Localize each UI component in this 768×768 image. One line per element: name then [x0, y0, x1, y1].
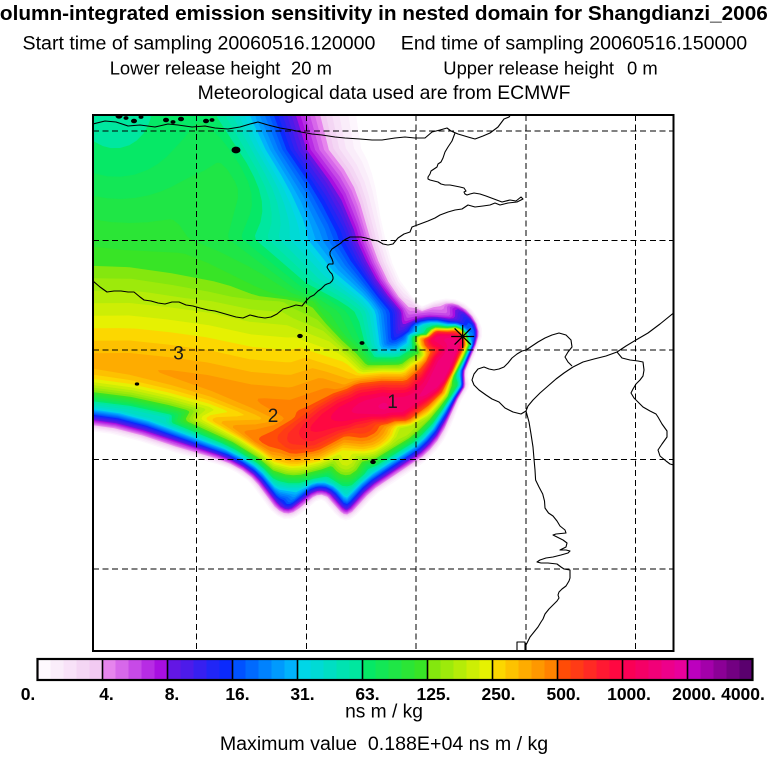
svg-text:2: 2: [268, 406, 279, 427]
svg-text:31.: 31.: [290, 684, 314, 704]
svg-text:Upper release height: Upper release height: [443, 58, 614, 79]
svg-text:3: 3: [173, 344, 184, 365]
svg-text:125.: 125.: [416, 684, 450, 704]
svg-text:4000.: 4000.: [721, 684, 765, 704]
svg-text:250.: 250.: [481, 684, 515, 704]
svg-text:500.: 500.: [546, 684, 580, 704]
svg-text:8.: 8.: [165, 684, 180, 704]
svg-text:Meteorological data used are f: Meteorological data used are from ECMWF: [198, 82, 571, 104]
svg-text:0.: 0.: [21, 684, 36, 704]
svg-text:End time of sampling 20060516.: End time of sampling 20060516.150000: [401, 33, 748, 55]
svg-text:Lower release height: Lower release height: [110, 58, 281, 79]
svg-text:1000.: 1000.: [607, 684, 651, 704]
svg-text:ns m / kg: ns m / kg: [345, 702, 423, 723]
svg-text:4.: 4.: [99, 684, 114, 704]
svg-text:20 m: 20 m: [291, 58, 332, 79]
svg-text:1: 1: [387, 392, 398, 413]
svg-text:Column-integrated emission sen: Column-integrated emission sensitivity i…: [0, 2, 768, 25]
svg-text:0 m: 0 m: [627, 58, 658, 79]
svg-text:2000.: 2000.: [672, 684, 716, 704]
svg-text:63.: 63.: [355, 684, 379, 704]
svg-text:Start time of sampling 2006051: Start time of sampling 20060516.120000: [23, 33, 376, 55]
svg-text:Maximum value 0.188E+04 ns m: Maximum value 0.188E+04 ns m / kg: [220, 733, 548, 755]
svg-text:16.: 16.: [225, 684, 249, 704]
